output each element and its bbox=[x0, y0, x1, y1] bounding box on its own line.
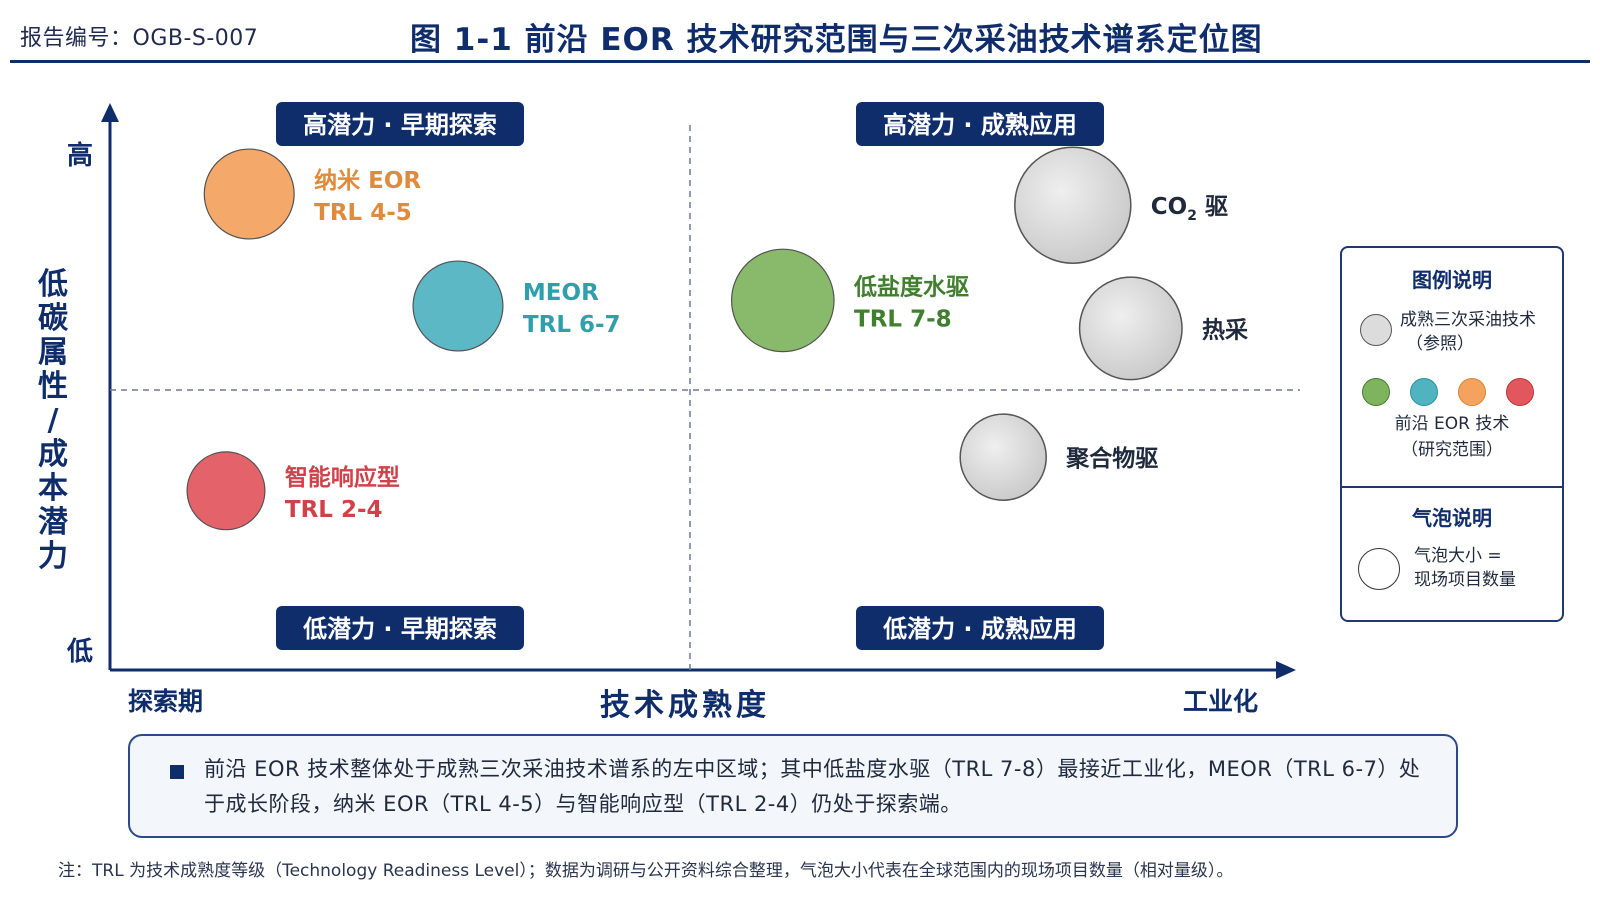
quadrant-label: 高潜力 · 早期探索 bbox=[303, 111, 497, 139]
legend: 图例说明 成熟三次采油技术 （参照） 前沿 EOR 技术 （研究范围） 气泡说明… bbox=[1340, 246, 1564, 622]
y-axis-title-char: 碳 bbox=[36, 302, 70, 336]
y-axis-title-char: 潜 bbox=[36, 506, 70, 540]
bubble-trl-meor: TRL 6-7 bbox=[523, 312, 621, 338]
quadrant-label: 低潜力 · 成熟应用 bbox=[882, 615, 1077, 643]
y-axis-arrow bbox=[101, 103, 119, 122]
legend-divider bbox=[1342, 486, 1562, 488]
bubble-label-smart: 智能响应型 bbox=[285, 464, 400, 491]
legend-title: 图例说明 bbox=[1342, 264, 1562, 293]
y-axis-title-char: 属 bbox=[36, 336, 70, 370]
bubble-label-polymer: 聚合物驱 bbox=[1065, 445, 1158, 472]
y-axis-title-char: 性 bbox=[36, 370, 70, 404]
y-axis-title-char: 低 bbox=[36, 268, 70, 302]
y-axis-title: 低碳属性 / 成本潜力 bbox=[36, 268, 70, 574]
legend-bubble-sublabel: 现场项目数量 bbox=[1414, 568, 1516, 593]
x-axis-arrow bbox=[1276, 661, 1296, 679]
legend-bubble-swatch bbox=[1358, 548, 1400, 590]
bubble-lowsal bbox=[732, 249, 834, 351]
x-tick-high: 工业化 bbox=[1183, 687, 1258, 716]
bubble-trl-lowsal: TRL 7-8 bbox=[854, 306, 952, 332]
y-axis-title-char: 本 bbox=[36, 472, 70, 506]
bubble-label-co2: CO2 驱 bbox=[1151, 194, 1228, 224]
bubble-label-lowsal: 低盐度水驱 bbox=[853, 273, 969, 300]
bubble-label-meor: MEOR bbox=[523, 280, 599, 306]
legend-bubble-label: 气泡大小 = bbox=[1414, 544, 1502, 569]
legend-frontier-sublabel: （研究范围） bbox=[1342, 438, 1562, 463]
legend-meor-swatch bbox=[1410, 378, 1438, 406]
legend-smart-swatch bbox=[1506, 378, 1534, 406]
legend-nano-swatch bbox=[1458, 378, 1486, 406]
bubble-polymer bbox=[960, 414, 1046, 500]
bubble-co2 bbox=[1015, 147, 1131, 263]
bubble-label-thermal: 热采 bbox=[1202, 317, 1248, 343]
bubble-trl-nano: TRL 4-5 bbox=[314, 200, 412, 226]
y-tick-low: 低 bbox=[66, 637, 93, 667]
quadrant-label: 高潜力 · 成熟应用 bbox=[883, 111, 1077, 139]
y-axis-title-char: 力 bbox=[36, 540, 70, 574]
summary-bullet bbox=[170, 765, 184, 779]
bubble-label-nano: 纳米 EOR bbox=[314, 167, 421, 194]
legend-mature-swatch bbox=[1360, 314, 1392, 346]
legend-bubble-title: 气泡说明 bbox=[1342, 502, 1562, 531]
bubble-thermal bbox=[1080, 277, 1182, 379]
bubble-meor bbox=[413, 261, 503, 351]
bubble-smart bbox=[187, 452, 265, 530]
x-tick-low: 探索期 bbox=[128, 687, 203, 716]
quadrant-label: 低潜力 · 早期探索 bbox=[302, 615, 497, 643]
legend-frontier-label: 前沿 EOR 技术 bbox=[1342, 412, 1562, 437]
footnote: 注：TRL 为技术成熟度等级（Technology Readiness Leve… bbox=[58, 856, 1233, 881]
y-tick-high: 高 bbox=[67, 140, 93, 171]
legend-mature-sublabel: （参照） bbox=[1406, 332, 1474, 357]
y-axis-title-char: 成 bbox=[36, 438, 70, 472]
bubble-nano bbox=[204, 149, 294, 239]
legend-lowsal-swatch bbox=[1362, 378, 1390, 406]
summary-text: 前沿 EOR 技术整体处于成熟三次采油技术谱系的左中区域；其中低盐度水驱（TRL… bbox=[204, 752, 1424, 822]
y-axis-title-char: / bbox=[36, 404, 70, 438]
bubble-trl-smart: TRL 2-4 bbox=[285, 497, 383, 523]
x-axis-title: 技术成熟度 bbox=[600, 688, 770, 723]
legend-mature-label: 成熟三次采油技术 bbox=[1400, 308, 1536, 333]
summary-box: 前沿 EOR 技术整体处于成熟三次采油技术谱系的左中区域；其中低盐度水驱（TRL… bbox=[128, 734, 1458, 838]
